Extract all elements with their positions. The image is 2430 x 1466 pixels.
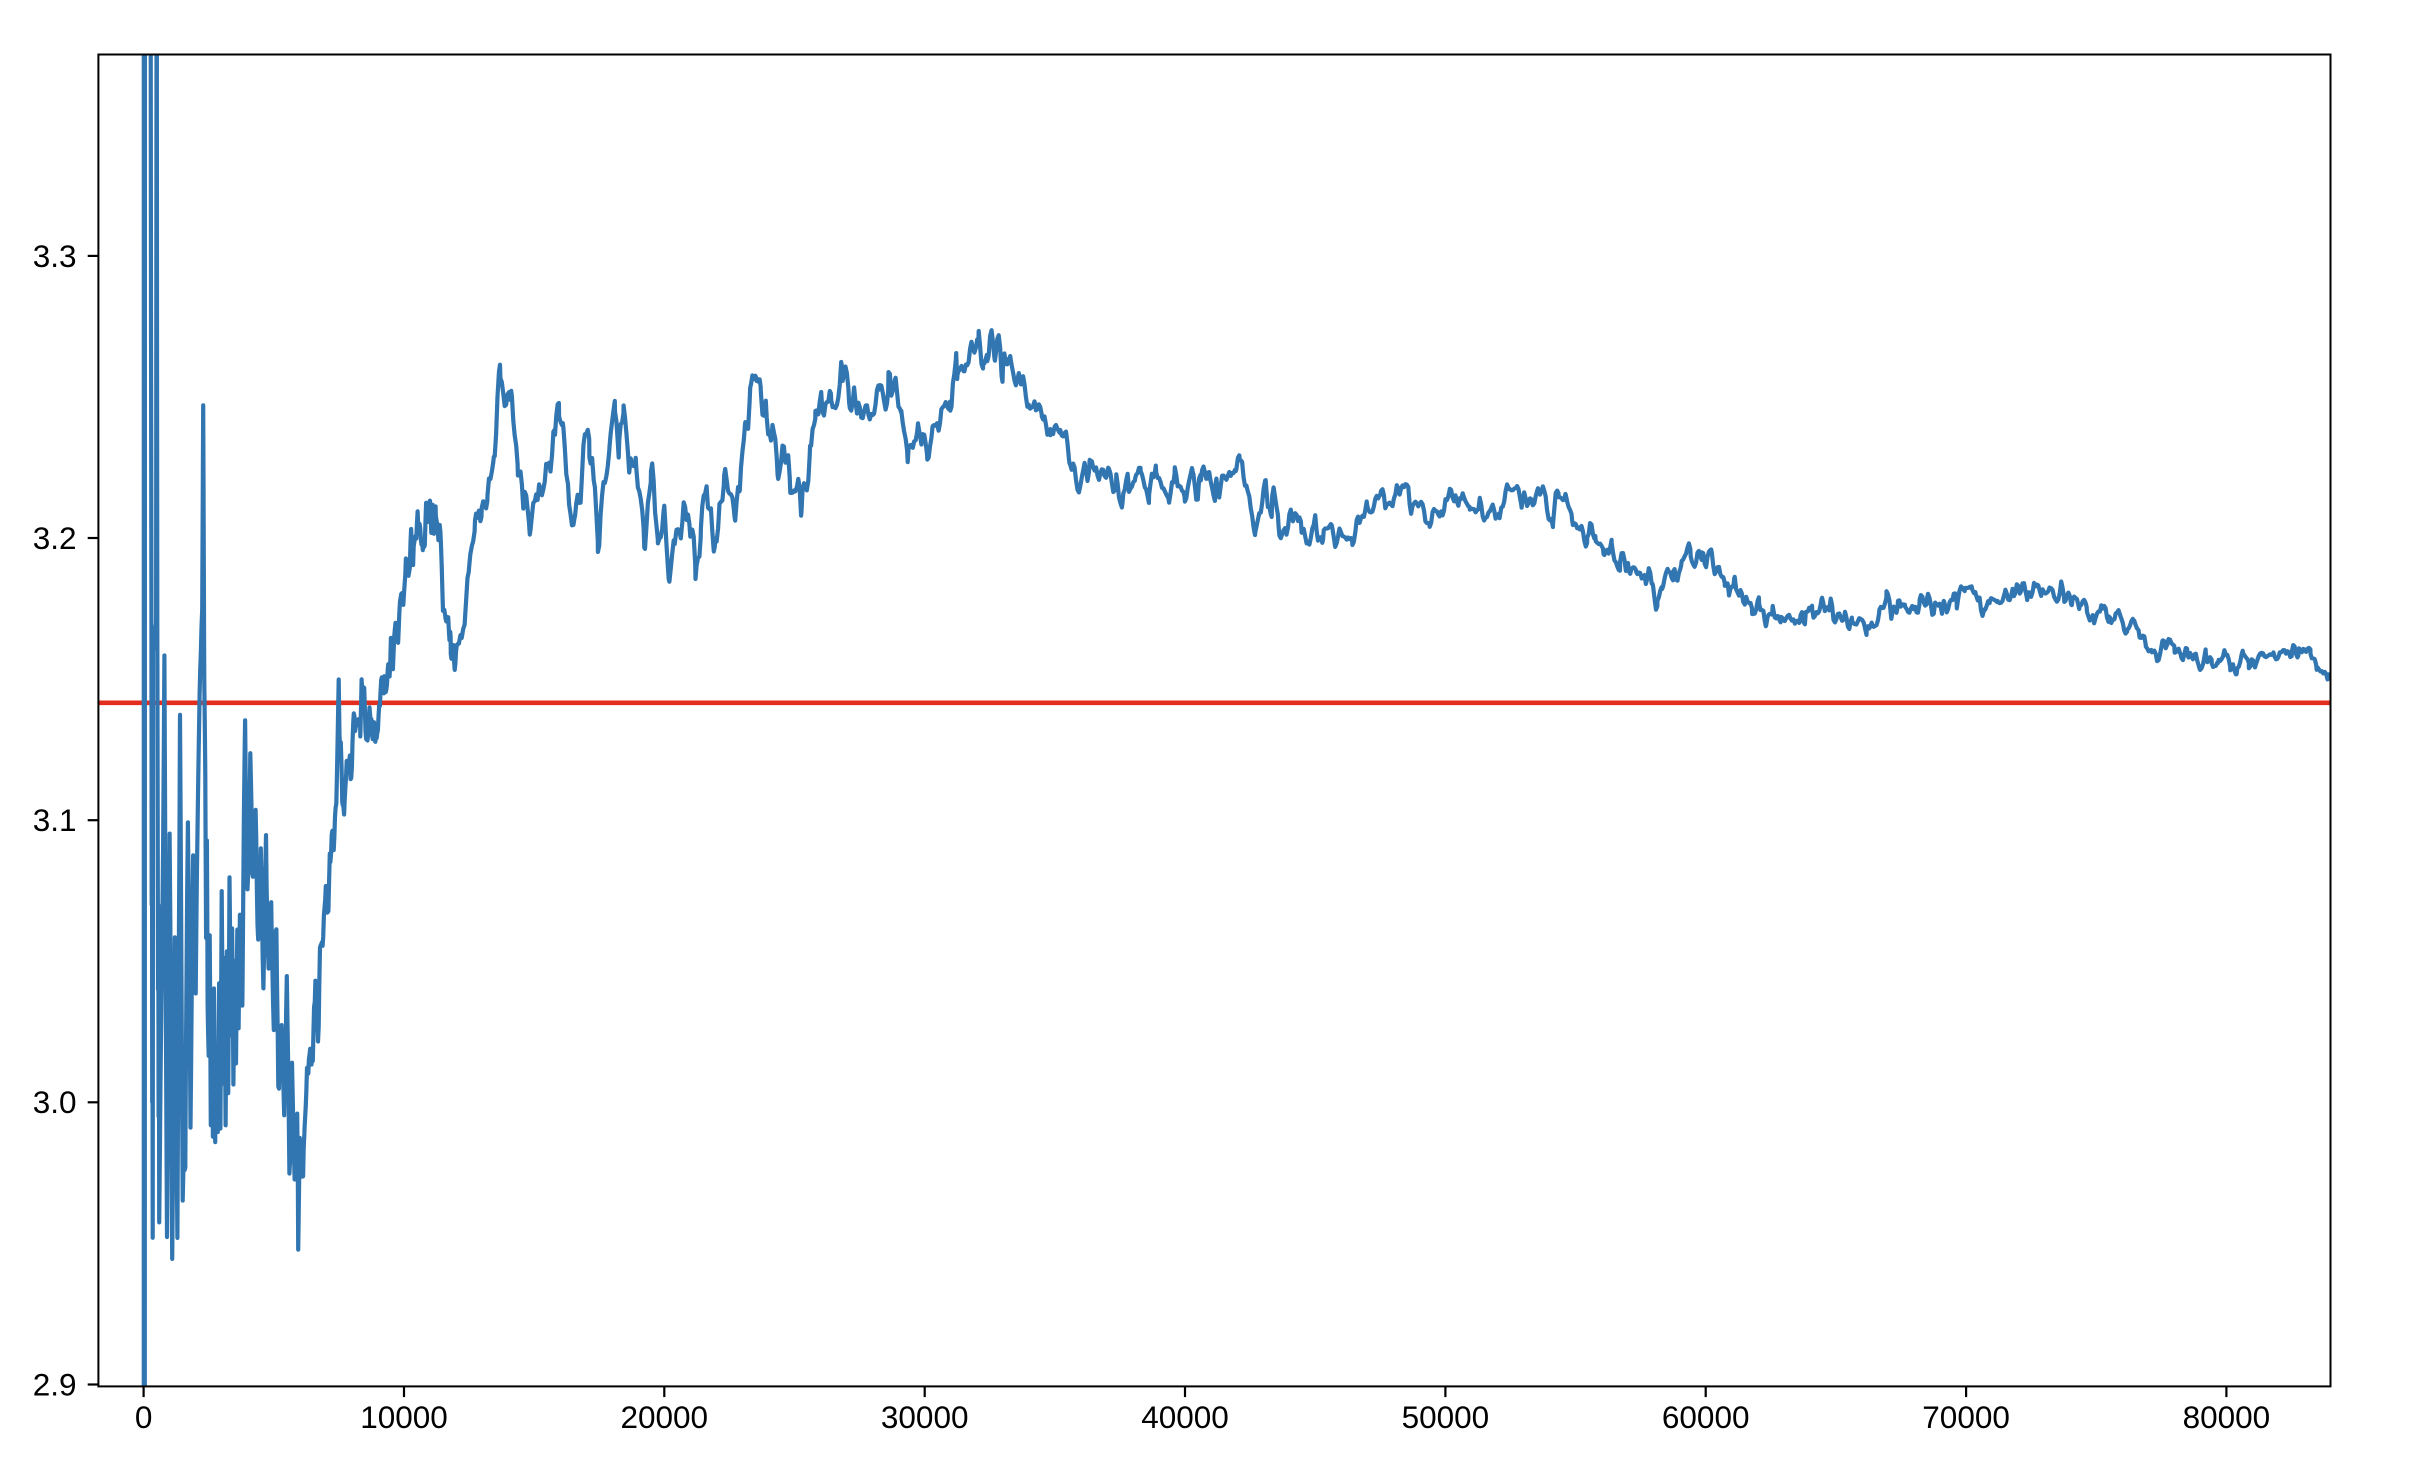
svg-text:20000: 20000 [620, 1399, 708, 1435]
svg-text:40000: 40000 [1141, 1399, 1229, 1435]
svg-text:50000: 50000 [1402, 1399, 1490, 1435]
svg-text:3.1: 3.1 [33, 802, 77, 838]
svg-text:60000: 60000 [1662, 1399, 1750, 1435]
svg-text:3.0: 3.0 [33, 1084, 77, 1120]
svg-text:2.9: 2.9 [33, 1366, 77, 1402]
svg-text:70000: 70000 [1922, 1399, 2010, 1435]
svg-text:3.2: 3.2 [33, 520, 77, 556]
svg-text:10000: 10000 [360, 1399, 448, 1435]
svg-text:80000: 80000 [2183, 1399, 2271, 1435]
svg-text:0: 0 [135, 1399, 153, 1435]
svg-text:3.3: 3.3 [33, 238, 77, 274]
svg-text:30000: 30000 [881, 1399, 969, 1435]
